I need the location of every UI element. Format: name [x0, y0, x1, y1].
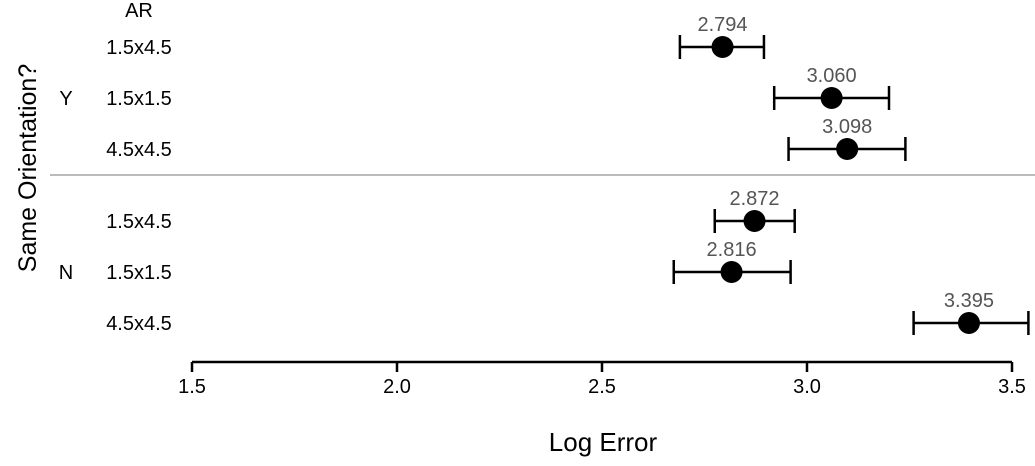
data-label: 3.098	[822, 116, 872, 138]
row-label-ar: 1.5x4.5	[106, 37, 172, 59]
point-estimate	[743, 210, 766, 232]
row-header-label: AR	[125, 0, 153, 22]
point-estimate	[836, 138, 859, 160]
x-tick-label: 2.0	[383, 376, 411, 398]
point-estimate	[957, 312, 980, 334]
group-label: N	[59, 262, 73, 284]
data-label: 3.395	[944, 290, 994, 312]
data-label: 2.816	[707, 239, 757, 261]
x-axis-title: Log Error	[549, 427, 658, 457]
x-tick-label: 3.0	[793, 376, 821, 398]
row-label-ar: 1.5x1.5	[106, 88, 172, 110]
group-label: Y	[59, 88, 72, 110]
x-tick-label: 2.5	[588, 376, 616, 398]
y-axis-title: Same Orientation?	[14, 64, 42, 272]
data-label: 2.794	[698, 14, 748, 36]
point-estimate	[720, 261, 743, 283]
x-tick-label: 3.5	[998, 376, 1026, 398]
row-label-ar: 4.5x4.5	[106, 313, 172, 335]
x-axis: 1.5 2.0 2.5 3.0 3.5	[178, 360, 1026, 398]
data-label: 2.872	[729, 188, 779, 210]
point-estimate	[711, 36, 734, 58]
marks-layer: 2.794 3.060 3.098 2.872 2.816 3.395	[672, 14, 1030, 335]
row-label-ar: 1.5x1.5	[106, 262, 172, 284]
point-estimate	[820, 87, 843, 109]
data-label: 3.060	[807, 65, 857, 87]
row-label-ar: 4.5x4.5	[106, 139, 172, 161]
x-tick-label: 1.5	[178, 376, 206, 398]
row-label-ar: 1.5x4.5	[106, 211, 172, 233]
row-labels-layer: Y 1.5x4.5 1.5x1.5 4.5x4.5 N 1.5x4.5 1.5x1.5 4.5…	[59, 37, 172, 335]
